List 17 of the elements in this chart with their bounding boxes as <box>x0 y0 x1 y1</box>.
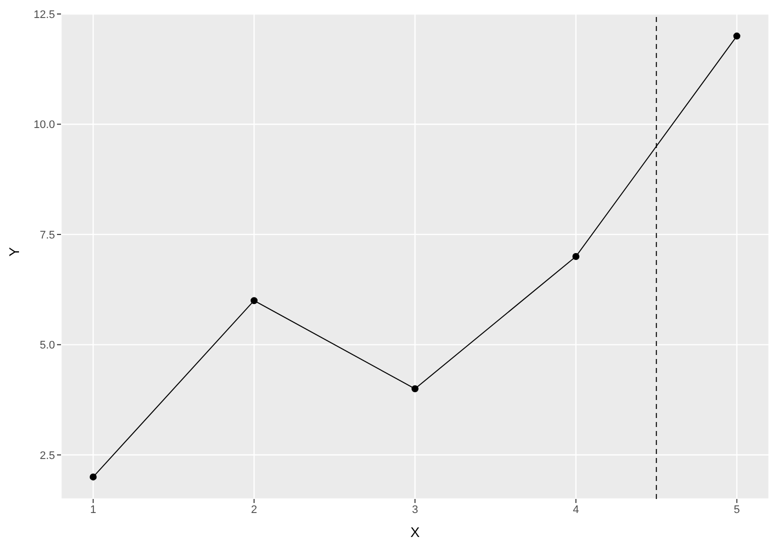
y-tick-label: 2.5 <box>40 450 55 462</box>
point <box>90 473 97 480</box>
x-tick-label: 4 <box>572 504 579 516</box>
point <box>733 32 740 40</box>
y-tick-label: 7.5 <box>40 229 55 242</box>
y-tick-label: 5.0 <box>40 340 55 352</box>
point <box>250 297 258 304</box>
x-axis-title: X <box>410 524 420 540</box>
y-tick-label: 12.5 <box>34 8 55 21</box>
point <box>412 385 418 392</box>
y-axis-title: Y <box>6 246 22 256</box>
x-tick-label: 2 <box>251 504 258 516</box>
point <box>572 253 580 260</box>
x-tick-label: 3 <box>412 504 418 516</box>
x-tick-label: 5 <box>734 504 740 516</box>
x-tick-label: 1 <box>90 504 96 516</box>
y-tick-label: 10.0 <box>34 119 55 132</box>
